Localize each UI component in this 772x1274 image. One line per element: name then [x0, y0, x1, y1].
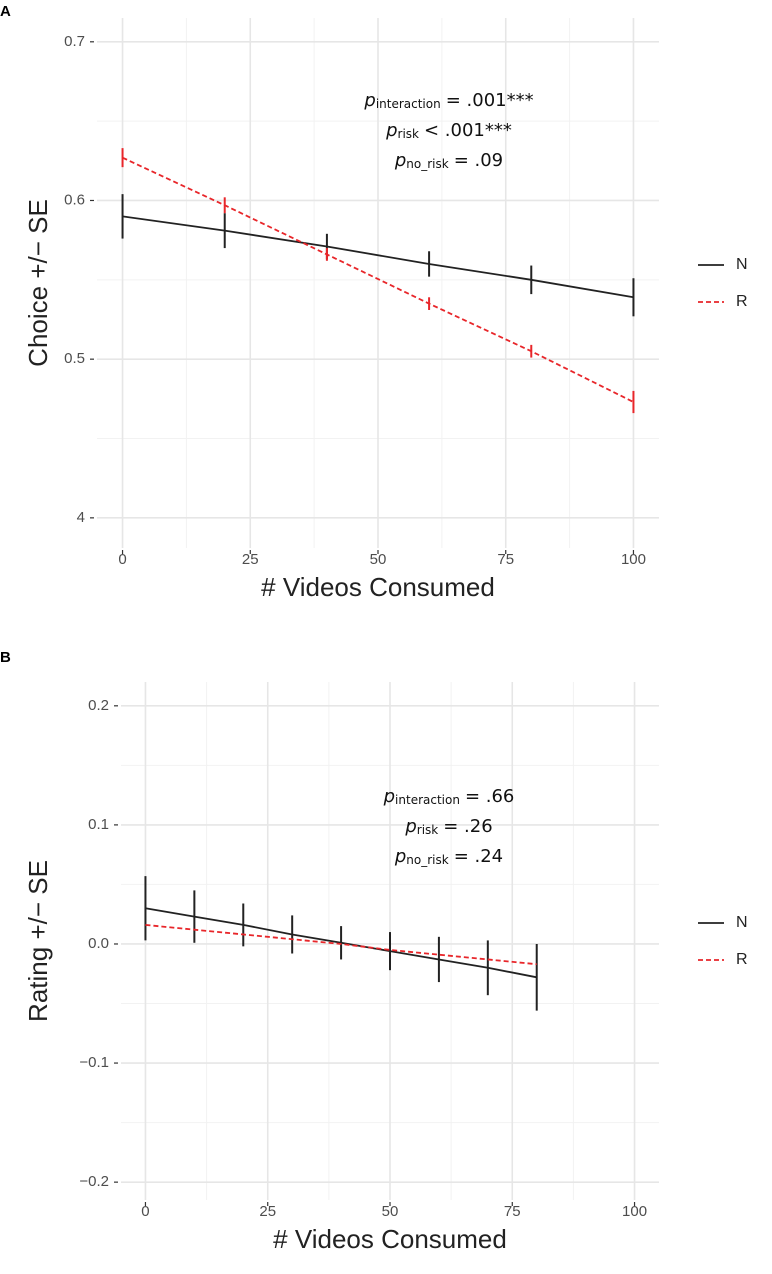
x-tick-label: 0 [141, 1203, 149, 1220]
annotation-p: p [394, 150, 406, 171]
annotation-subscript: no_risk [406, 157, 448, 171]
annotation-subscript: no_risk [406, 853, 448, 867]
legend-label: N [736, 256, 748, 273]
series-line [122, 215, 634, 299]
panel-label: A [0, 3, 11, 20]
y-tick-label: 0.7 [64, 33, 85, 50]
annotation-text: = .66 [465, 786, 514, 807]
x-tick-label: 25 [259, 1203, 276, 1220]
x-axis-label: # Videos Consumed [273, 1224, 507, 1254]
series-line [145, 924, 537, 966]
panel-label: B [0, 649, 11, 666]
legend-label: R [736, 951, 748, 968]
annotation-p: p [394, 846, 406, 867]
x-tick-label: 75 [504, 1203, 521, 1220]
annotation-text: = .26 [443, 816, 492, 837]
annotation: prisk = .26 [404, 816, 492, 837]
annotation-text: = .001*** [446, 90, 534, 111]
annotation-p: p [383, 786, 395, 807]
annotation: pinteraction = .66 [383, 786, 515, 807]
annotation-subscript: risk [417, 823, 439, 837]
y-tick-label: −0.2 [79, 1173, 109, 1190]
x-tick-label: 0 [118, 551, 126, 568]
y-tick-label: 0.0 [88, 935, 109, 952]
y-tick-label: 0.5 [64, 350, 85, 367]
legend-label: R [736, 293, 748, 310]
annotation-p: p [385, 120, 397, 141]
y-axis-label: Choice +/− SE [23, 199, 53, 367]
y-tick-label: 0.2 [88, 697, 109, 714]
x-tick-label: 100 [621, 551, 646, 568]
y-axis-label: Rating +/− SE [23, 860, 53, 1022]
annotation-text: < .001*** [424, 120, 512, 141]
annotation-subscript: risk [398, 127, 420, 141]
annotation: pno_risk = .09 [394, 150, 503, 171]
y-tick-label: 0.6 [64, 191, 85, 208]
annotation-subscript: interaction [395, 793, 460, 807]
x-axis-label: # Videos Consumed [261, 572, 495, 602]
y-tick-label: 4 [77, 509, 85, 526]
x-tick-label: 50 [370, 551, 387, 568]
x-tick-label: 50 [382, 1203, 399, 1220]
y-tick-label: −0.1 [79, 1054, 109, 1071]
y-tick-label: 0.1 [88, 816, 109, 833]
legend-label: N [736, 914, 748, 931]
annotation-text: = .24 [454, 846, 503, 867]
x-tick-label: 75 [497, 551, 514, 568]
annotation-subscript: interaction [376, 97, 441, 111]
annotation-p: p [363, 90, 375, 111]
series-line [122, 156, 634, 403]
annotation: prisk < .001*** [385, 120, 512, 141]
x-tick-label: 25 [242, 551, 259, 568]
annotation: pno_risk = .24 [394, 846, 503, 867]
x-tick-label: 100 [622, 1203, 647, 1220]
annotation-text: = .09 [454, 150, 503, 171]
annotation: pinteraction = .001*** [363, 90, 533, 111]
annotation-p: p [404, 816, 416, 837]
